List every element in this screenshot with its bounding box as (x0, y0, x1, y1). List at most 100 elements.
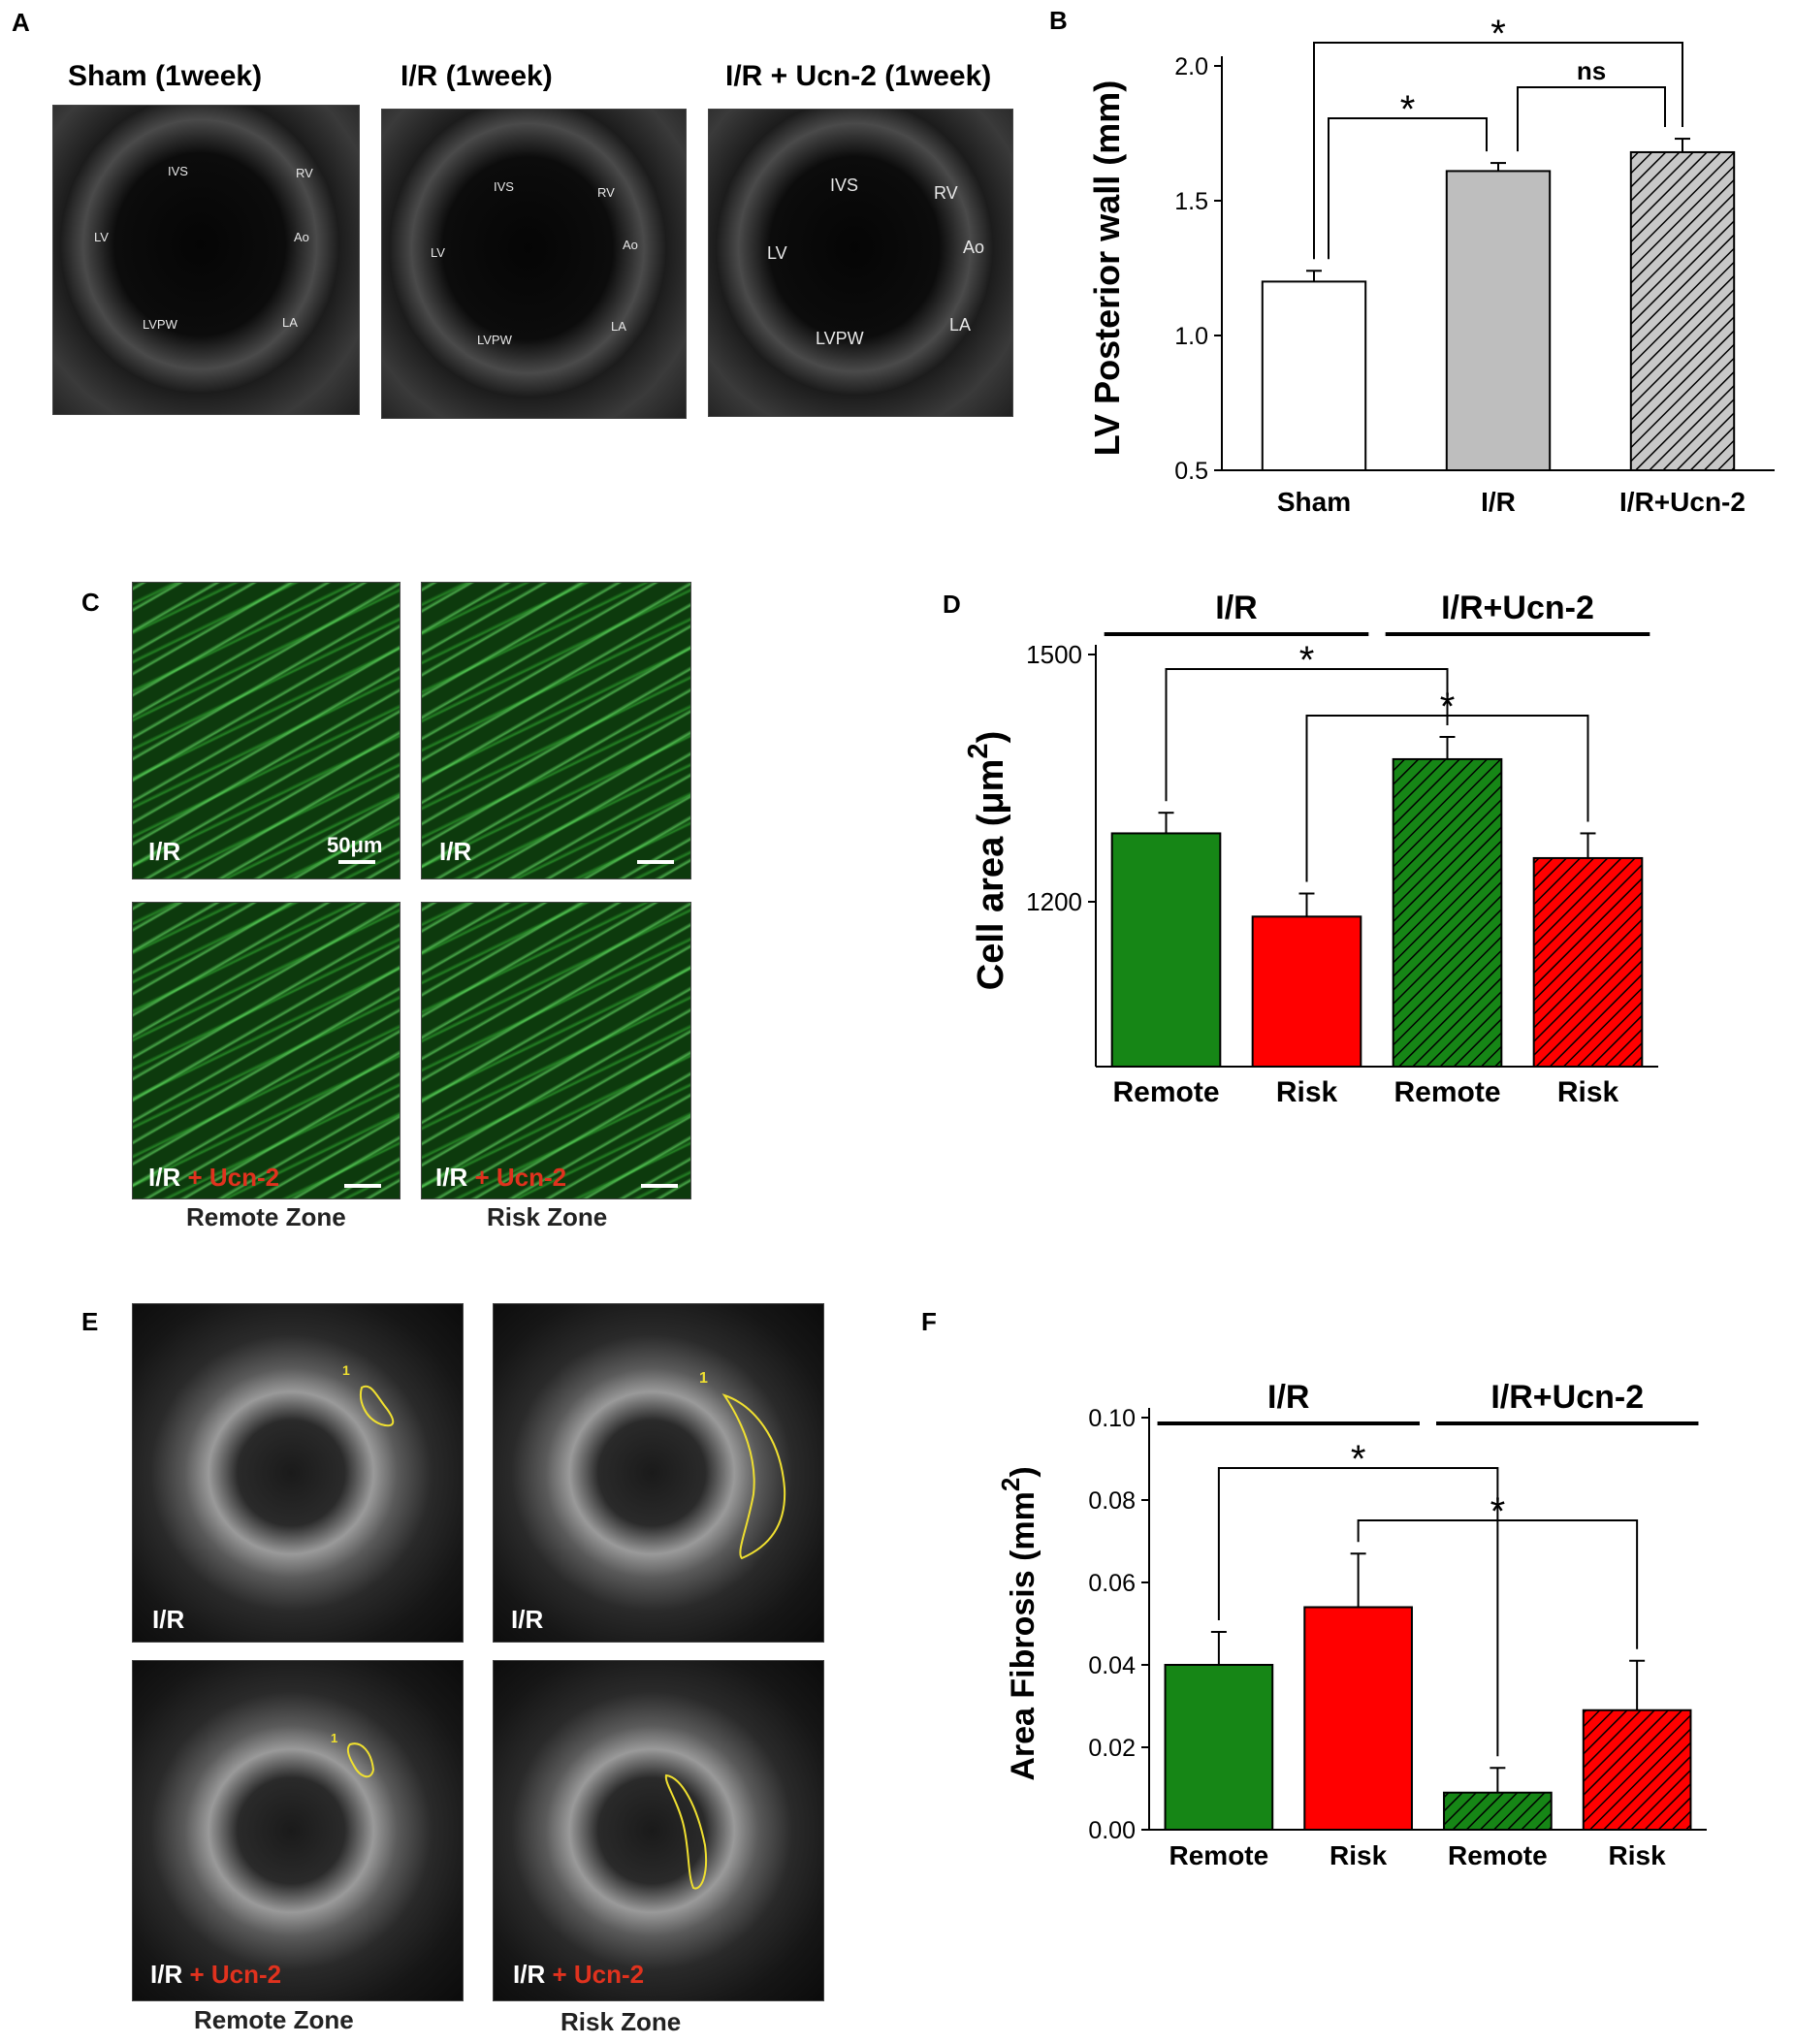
y-tick-label: 1500 (1026, 640, 1082, 669)
overlay-label-ir: I/R (148, 837, 181, 866)
roi-number: 1 (699, 1370, 708, 1387)
x-tick-label: I/R+Ucn-2 (1619, 487, 1746, 517)
significance-label: * (1299, 639, 1315, 682)
echo-label-ivs: IVS (494, 179, 514, 194)
mri-ir-risk: 1 I/R (493, 1303, 824, 1643)
echo-label-ao: Ao (963, 238, 985, 257)
y-tick-label: 0.10 (1088, 1405, 1136, 1432)
x-tick-label: Risk (1609, 1840, 1667, 1870)
panel-label-b: B (1049, 6, 1068, 35)
x-tick-label: I/R (1481, 487, 1516, 517)
chart-b: 0.5 1.0 1.5 2.0 Sham I/R I/R+Ucn-2 LV Posterior… (1087, 13, 1775, 517)
y-tick-label: 1.5 (1174, 188, 1208, 215)
bar (1261, 280, 1367, 471)
echo-label-lvpw: LVPW (816, 329, 864, 348)
y-axis-label-superscript: 2 (996, 1478, 1025, 1491)
y-tick-label: 0.5 (1174, 458, 1208, 485)
chart-f: 0.00 0.02 0.04 0.06 0.08 0.10 Remote Risk Remote… (996, 1379, 1707, 1870)
overlay-label-ir-ucn2: I/R + Ucn-2 (150, 1960, 281, 1990)
overlay-label-ir: I/R (150, 1960, 183, 1989)
overlay-label-ir-ucn2: I/R + Ucn-2 (148, 1163, 279, 1193)
echo-title-ir-ucn2: I/R + Ucn-2 (1week) (725, 60, 992, 92)
echo-image-ir: IVS RV LV Ao LVPW LA (381, 109, 687, 419)
x-tick-label: Remote (1448, 1840, 1548, 1870)
echo-label-ivs: IVS (830, 176, 859, 195)
x-tick-label: Risk (1557, 1076, 1619, 1108)
significance-label: * (1490, 1490, 1506, 1533)
zone-label-risk: Risk Zone (487, 1202, 608, 1231)
overlay-label-ir: I/R (152, 1605, 185, 1634)
x-tick-label: Risk (1276, 1076, 1338, 1108)
significance-bracket (1313, 42, 1683, 260)
zone-label-risk: Risk Zone (561, 2007, 682, 2036)
bar (1629, 150, 1736, 472)
echo-label-ao: Ao (294, 230, 309, 244)
bar (1392, 757, 1503, 1068)
echo-label-lv: LV (767, 243, 787, 263)
fibrosis-roi-outline (346, 1742, 375, 1778)
mri-ir-ucn2-remote: 1 I/R + Ucn-2 (132, 1660, 464, 2001)
y-tick-label: 1.0 (1174, 323, 1208, 350)
echo-label-lvpw: LVPW (143, 317, 177, 332)
overlay-label-ucn2: + Ucn-2 (187, 1163, 280, 1192)
significance-bracket (1517, 86, 1666, 152)
micrograph-ir-risk: I/R (421, 582, 691, 879)
fibrosis-roi-outline (360, 1385, 395, 1427)
echo-label-ivs: IVS (168, 164, 188, 178)
echo-label-lvpw: LVPW (477, 333, 512, 347)
panel-label-a: A (12, 8, 30, 37)
echo-label-ao: Ao (623, 238, 638, 252)
zone-label-remote: Remote Zone (194, 2005, 354, 2034)
echo-label-rv: RV (597, 185, 615, 200)
overlay-label-ucn2: + Ucn-2 (474, 1163, 567, 1192)
scale-bar (344, 1184, 381, 1188)
roi-number: 1 (331, 1731, 338, 1745)
significance-label: * (1400, 88, 1416, 131)
bar (1303, 1606, 1413, 1831)
bar (1445, 170, 1552, 471)
panel-label-e: E (81, 1307, 99, 1336)
echo-title-sham: Sham (1week) (68, 60, 263, 92)
panel-label-f: F (921, 1307, 937, 1336)
group-label: I/R+Ucn-2 (1441, 590, 1594, 626)
echo-label-la: LA (282, 315, 298, 330)
y-axis-label: LV Posterior wall (mm) (1087, 80, 1127, 456)
group-label: I/R (1267, 1379, 1309, 1416)
bar (1532, 856, 1644, 1069)
fibrosis-roi-outline (664, 1773, 707, 1890)
echo-image-sham: IVS RV LV Ao LVPW LA (52, 105, 360, 415)
overlay-label-ucn2: + Ucn-2 (189, 1960, 282, 1989)
y-tick-label: 0.00 (1088, 1817, 1136, 1844)
overlay-label-ir: I/R (439, 837, 472, 866)
overlay-label-ir-ucn2: I/R + Ucn-2 (513, 1960, 644, 1990)
fibrosis-roi-outline (721, 1393, 786, 1560)
bar (1443, 1791, 1553, 1831)
significance-bracket (1305, 715, 1589, 882)
x-tick-label: Remote (1394, 1076, 1500, 1108)
bar (1582, 1709, 1692, 1831)
y-axis-label-close: ) (971, 731, 1011, 744)
echo-label-la: LA (949, 315, 972, 335)
bar (1164, 1664, 1274, 1831)
panel-label-c: C (81, 588, 100, 617)
significance-bracket (1357, 1519, 1639, 1649)
panel-label-d: D (943, 590, 961, 619)
significance-label: ns (1577, 56, 1606, 85)
y-tick-label: 0.08 (1088, 1487, 1136, 1515)
scale-bar (338, 860, 375, 864)
echo-label-rv: RV (934, 183, 958, 203)
overlay-label-ir-ucn2: I/R + Ucn-2 (435, 1163, 566, 1193)
y-tick-label: 0.06 (1088, 1570, 1136, 1597)
significance-bracket (1165, 668, 1449, 802)
x-tick-label: Sham (1277, 487, 1351, 517)
y-tick-label: 2.0 (1174, 53, 1208, 80)
scale-bar-label: 50μm (327, 833, 383, 857)
echo-label-rv: RV (296, 166, 313, 180)
y-tick-label: 0.04 (1088, 1652, 1136, 1679)
overlay-label-ucn2: + Ucn-2 (552, 1960, 645, 1989)
group-label: I/R (1215, 590, 1257, 626)
echo-label-la: LA (611, 319, 626, 334)
y-axis-label-close: ) (1005, 1466, 1041, 1477)
mri-ir-ucn2-risk: I/R + Ucn-2 (493, 1660, 824, 2001)
echo-image-ir-ucn2: IVS RV LV Ao LVPW LA (708, 109, 1013, 417)
